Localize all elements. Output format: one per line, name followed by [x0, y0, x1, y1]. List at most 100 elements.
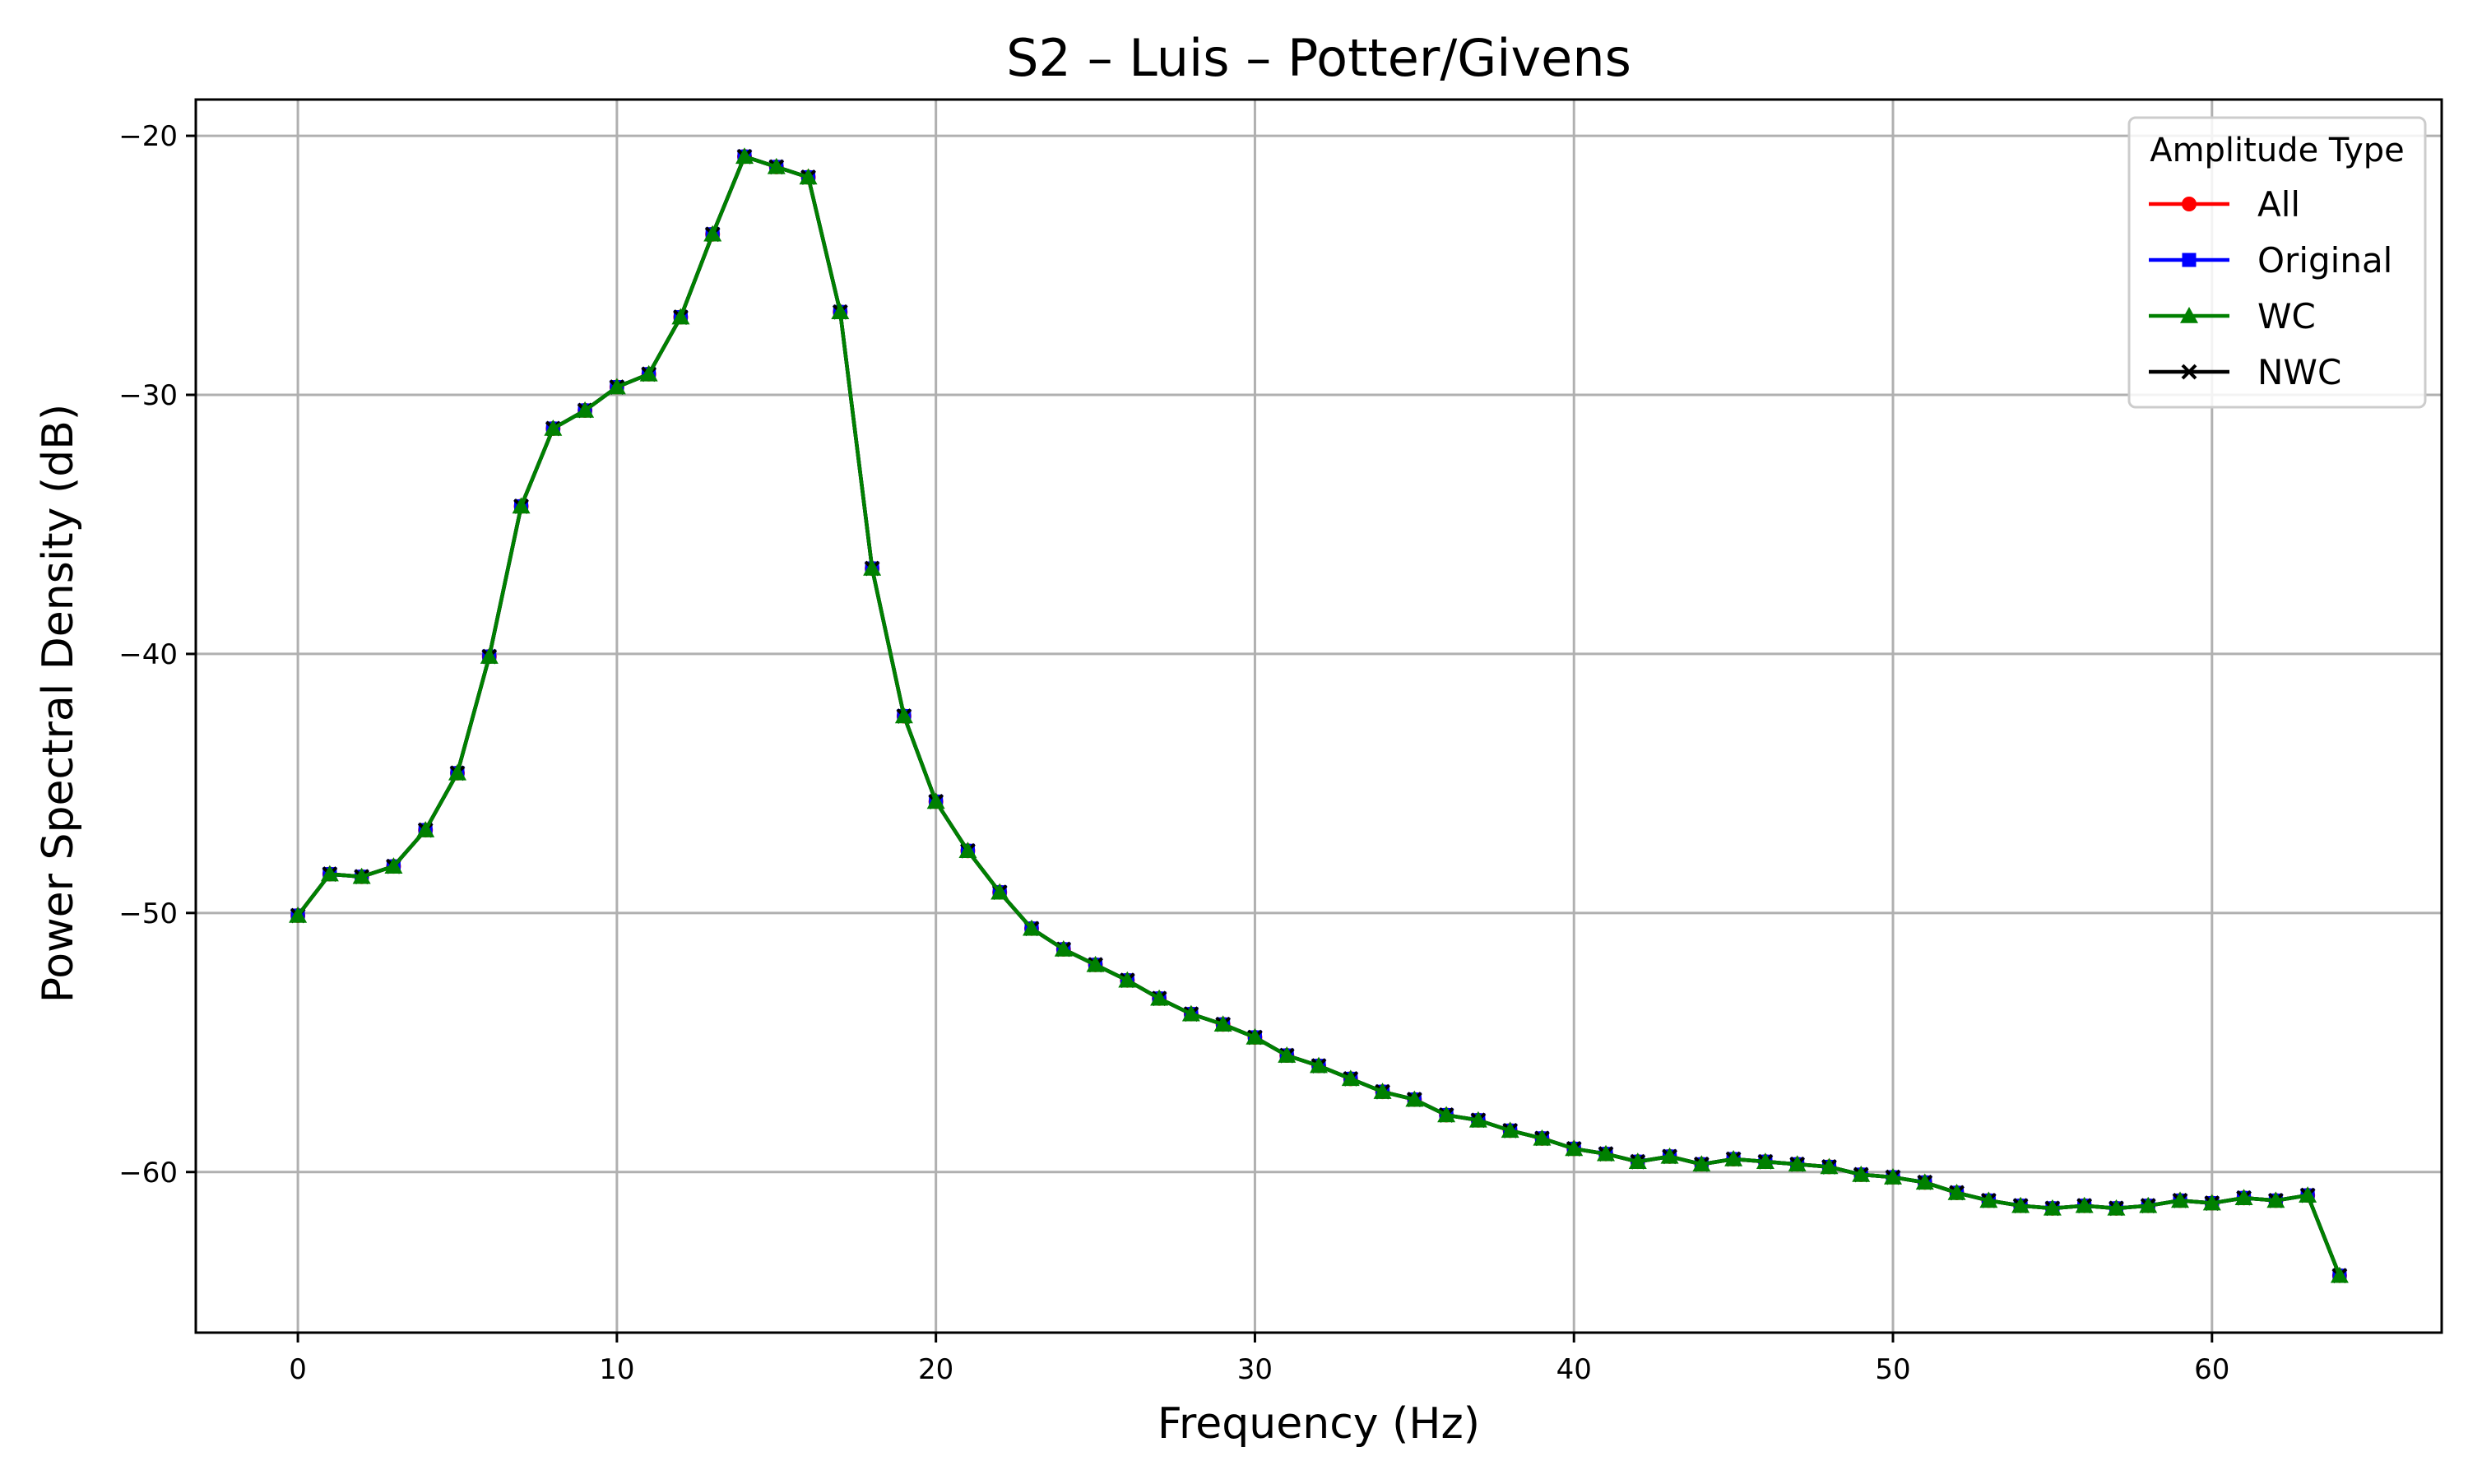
data-point-wc [2171, 1191, 2190, 1208]
data-point-wc [544, 419, 563, 436]
data-point-wc [1341, 1069, 1360, 1087]
legend-marker-wc [2180, 307, 2198, 323]
data-point-wc [448, 763, 466, 781]
data-point-wc [1884, 1168, 1903, 1185]
data-point-wc [2107, 1199, 2126, 1216]
y-tick-label: −30 [118, 379, 178, 412]
data-point-wc [831, 303, 850, 320]
data-point-wc [703, 225, 722, 242]
data-point-wc [320, 865, 339, 882]
data-point-wc [1788, 1155, 1807, 1172]
data-point-wc [1852, 1165, 1871, 1182]
data-point-wc [1915, 1173, 1934, 1190]
data-point-wc [1373, 1083, 1392, 1099]
data-point-wc [1022, 919, 1041, 936]
legend-entry-original: Original [2149, 240, 2392, 281]
x-tick-label: 40 [1556, 1353, 1592, 1386]
data-point-wc [512, 497, 531, 514]
data-point-wc [384, 857, 403, 874]
plot-area-frame [194, 98, 2443, 1334]
data-point-wc [1660, 1147, 1679, 1164]
data-point-wc [1405, 1090, 1424, 1107]
data-point-wc [1979, 1191, 1998, 1208]
data-point-wc [926, 792, 945, 809]
data-point-wc [735, 147, 754, 165]
y-tick-label: −20 [118, 120, 178, 153]
legend-entry-nwc: NWC [2149, 352, 2341, 392]
data-point-wc [1565, 1139, 1584, 1157]
x-tick-label: 60 [2194, 1353, 2229, 1386]
data-point-wc [799, 168, 818, 185]
y-tick-label: −40 [118, 638, 178, 671]
data-point-wc [1501, 1121, 1519, 1139]
data-point-wc [2011, 1196, 2030, 1213]
legend-entry-wc: WC [2149, 296, 2316, 336]
legend-entry-all: All [2149, 184, 2300, 225]
data-point-wc [1118, 971, 1137, 988]
series-wc [289, 147, 2349, 1283]
data-point-wc [1181, 1004, 1200, 1022]
data-point-wc [289, 906, 308, 923]
legend-label-wc: WC [2257, 296, 2316, 336]
data-point-wc [2266, 1191, 2285, 1208]
data-point-wc [1756, 1152, 1774, 1169]
data-point-wc [1947, 1183, 1966, 1200]
x-axis-title: Frequency (Hz) [1157, 1399, 1480, 1449]
data-point-wc [2330, 1266, 2349, 1283]
data-point-wc [671, 308, 690, 325]
data-point-wc [1278, 1046, 1297, 1063]
data-point-wc [1437, 1106, 1456, 1123]
data-point-wc [958, 842, 977, 859]
data-point-wc [2299, 1186, 2317, 1203]
data-point-wc [767, 157, 786, 174]
frame-layer [194, 98, 2443, 1334]
legend-box [2127, 116, 2427, 409]
legend-title: Amplitude Type [2150, 132, 2405, 169]
data-point-wc [2234, 1189, 2253, 1206]
legend-label-all: All [2257, 184, 2300, 225]
legend-label-nwc: NWC [2257, 352, 2341, 392]
legend-marker-original [2182, 253, 2197, 267]
data-point-wc [1628, 1152, 1647, 1169]
data-point-wc [2043, 1199, 2062, 1216]
chart-title: S2 – Luis – Potter/Givens [1006, 28, 1631, 88]
data-point-wc [1246, 1027, 1264, 1045]
data-point-wc [1468, 1111, 1487, 1128]
data-point-wc [1086, 955, 1105, 972]
data-point-wc [1724, 1150, 1743, 1166]
data-point-wc [576, 401, 595, 418]
data-point-wc [480, 647, 499, 664]
data-point-wc [1213, 1015, 1232, 1032]
data-point-wc [607, 378, 626, 395]
data-point-wc [894, 707, 913, 724]
series-layer [289, 147, 2349, 1284]
x-tick-label: 30 [1237, 1353, 1273, 1386]
x-tick-label: 0 [289, 1353, 307, 1386]
x-tick-label: 10 [599, 1353, 634, 1386]
data-point-wc [1533, 1129, 1552, 1146]
data-point-wc [416, 821, 435, 837]
legend-label-original: Original [2257, 240, 2392, 281]
data-point-wc [2075, 1196, 2094, 1213]
tick-layer: 0 10 20 30 40 50 60 −20 −30 −40 −50 −60 [118, 120, 2229, 1386]
data-point-wc [863, 559, 882, 576]
data-point-wc [1310, 1056, 1328, 1074]
data-point-wc [1150, 989, 1169, 1006]
y-axis-title: Power Spectral Density (dB) [34, 404, 83, 1003]
data-point-wc [1597, 1144, 1616, 1162]
grid-layer [196, 100, 2442, 1333]
data-point-wc [352, 867, 371, 884]
y-tick-label: −50 [118, 897, 178, 930]
data-point-wc [1692, 1155, 1711, 1172]
data-point-wc [2139, 1196, 2158, 1213]
legend: Amplitude Type All Original WC NWC [2127, 116, 2427, 409]
legend-entries: All Original WC NWC [2149, 184, 2392, 392]
data-point-wc [639, 364, 658, 382]
data-point-wc [990, 883, 1009, 900]
x-tick-label: 20 [918, 1353, 953, 1386]
data-point-wc [1054, 939, 1073, 957]
x-tick-label: 50 [1875, 1353, 1910, 1386]
